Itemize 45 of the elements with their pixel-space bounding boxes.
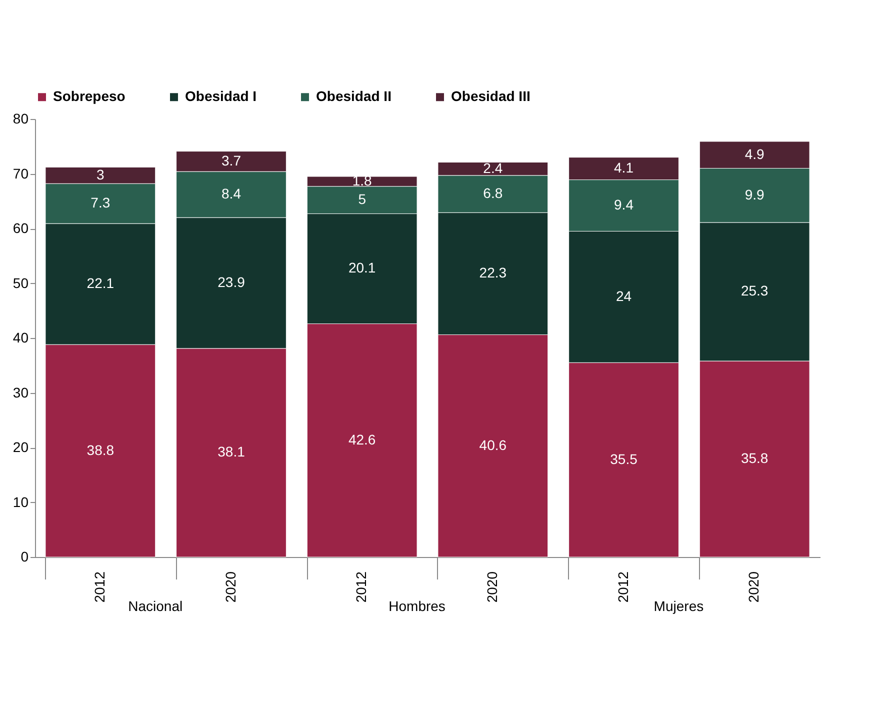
y-tick-label: 40 — [12, 330, 29, 346]
data-label: 38.1 — [218, 444, 246, 460]
y-tick-label: 80 — [12, 110, 29, 126]
legend-label: Obesidad III — [451, 88, 530, 104]
x-tick-label: 2012 — [91, 571, 108, 603]
legend-label: Sobrepeso — [53, 88, 126, 104]
data-label: 35.8 — [740, 450, 768, 466]
data-label: 5 — [358, 191, 366, 208]
data-label: 42.6 — [348, 431, 376, 448]
legend-label: Obesidad II — [316, 88, 392, 104]
text: Mujeres — [654, 598, 704, 614]
data-label: 22.3 — [479, 264, 507, 281]
text: Hombres — [388, 598, 446, 614]
data-label: 7.3 — [90, 194, 110, 211]
y-tick-label: 50 — [12, 274, 29, 291]
data-label: 9.9 — [744, 186, 765, 202]
x-tick-label: 2012 — [614, 571, 631, 603]
data-label: 4.1 — [614, 160, 634, 176]
y-tick-label: 0 — [20, 548, 29, 564]
data-label: 3 — [96, 166, 105, 182]
data-label: 8.4 — [222, 186, 242, 202]
x-tick-label: 2020 — [222, 571, 238, 603]
data-label: 22.1 — [86, 275, 114, 292]
data-label: 4.9 — [744, 146, 765, 162]
data-label: 25.3 — [740, 282, 768, 299]
x-tick-label: 2020 — [746, 571, 762, 603]
y-tick-label: 30 — [12, 384, 29, 400]
data-label: 35.5 — [610, 450, 638, 467]
data-label: 40.6 — [479, 436, 507, 453]
data-label: 6.8 — [483, 185, 503, 202]
text: Nacional — [128, 598, 183, 614]
x-tick-label: 2012 — [353, 571, 370, 603]
data-label: 3.7 — [222, 152, 242, 168]
data-label: 9.4 — [614, 196, 634, 213]
y-tick-label: 70 — [12, 165, 29, 182]
y-tick-label: 10 — [12, 494, 29, 510]
data-label: 20.1 — [348, 260, 376, 276]
data-label: 2.4 — [483, 160, 503, 176]
data-label: 24 — [616, 288, 632, 304]
data-label: 38.8 — [86, 442, 114, 458]
y-tick-label: 60 — [12, 220, 29, 236]
y-tick-label: 20 — [12, 439, 29, 455]
data-label: 23.9 — [218, 274, 246, 290]
x-tick-label: 2020 — [484, 571, 500, 603]
legend-label: Obesidad I — [185, 88, 257, 104]
